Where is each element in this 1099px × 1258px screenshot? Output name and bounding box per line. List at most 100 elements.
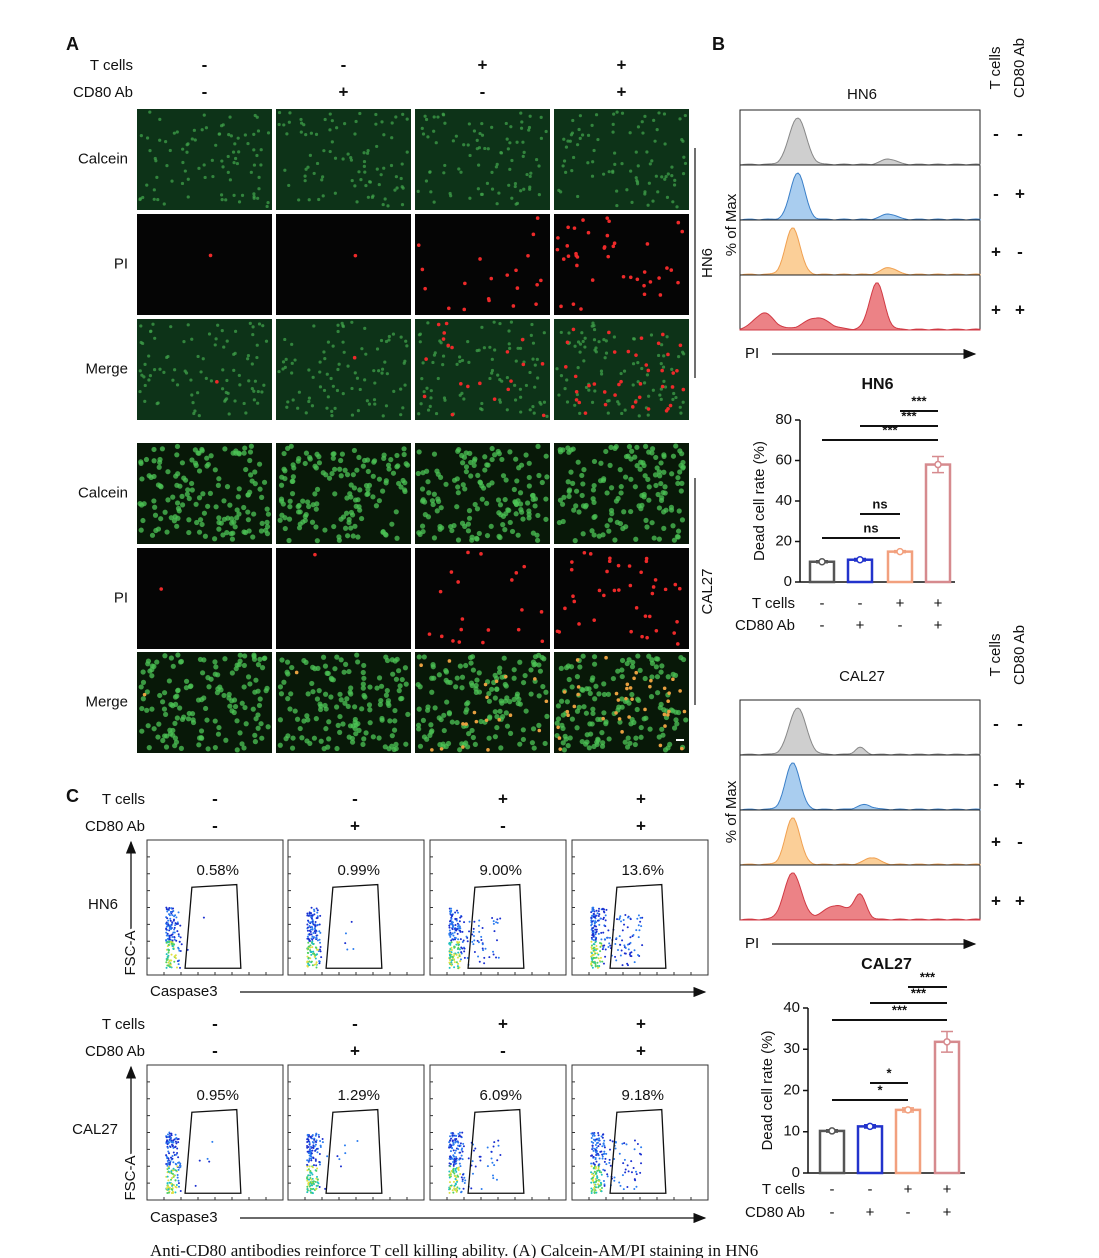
cell-dot — [324, 670, 330, 676]
event-dot — [452, 1149, 455, 1152]
cell-dot — [304, 713, 310, 719]
cell-dot — [494, 724, 500, 731]
event-dot — [490, 1150, 493, 1153]
cell-dot — [325, 406, 329, 410]
cell-dot — [636, 164, 640, 168]
cell-dot — [247, 681, 253, 687]
event-dot — [174, 1179, 177, 1182]
cell-dot — [496, 510, 502, 516]
cell-dot — [613, 444, 619, 450]
cell-dot — [422, 390, 426, 394]
cell-dot — [183, 169, 187, 173]
cell-dot — [660, 343, 664, 347]
condition-sign: + — [478, 55, 488, 74]
event-dot — [459, 1144, 462, 1147]
condition-sign: + — [1015, 774, 1025, 793]
event-dot — [308, 1143, 311, 1146]
cell-dot — [310, 502, 316, 508]
event-dot — [316, 923, 319, 926]
cell-dot — [375, 347, 380, 351]
event-dot — [600, 1173, 603, 1176]
cell-dot — [644, 524, 650, 530]
cell-dot — [474, 677, 480, 683]
event-dot — [175, 966, 178, 969]
cell-dot — [370, 494, 376, 500]
cell-dot — [637, 466, 643, 472]
cell-dot — [341, 669, 347, 675]
condition-sign: - — [352, 1014, 358, 1033]
cell-dot — [175, 383, 180, 387]
event-dot — [454, 1139, 457, 1142]
event-dot — [486, 1146, 489, 1149]
cell-dot — [329, 376, 333, 381]
dead-cell-dot — [159, 587, 163, 591]
cell-dot — [566, 493, 572, 499]
event-dot — [306, 964, 309, 967]
event-dot — [490, 1157, 493, 1160]
dead-cell-dot — [486, 748, 490, 752]
event-dot — [314, 957, 317, 960]
cell-dot — [394, 175, 398, 179]
event-dot — [308, 1165, 311, 1168]
cell-dot — [589, 528, 595, 534]
event-dot — [178, 1185, 181, 1188]
event-dot — [312, 943, 315, 946]
cell-dot — [504, 723, 511, 729]
event-dot — [635, 1173, 638, 1176]
event-dot — [170, 1188, 173, 1191]
event-dot — [613, 1179, 616, 1182]
event-dot — [595, 1138, 598, 1141]
cell-dot — [416, 449, 422, 455]
dead-cell-dot — [570, 560, 574, 564]
cell-dot — [532, 503, 538, 509]
cell-dot — [205, 461, 211, 468]
cell-dot — [396, 668, 402, 674]
event-dot — [307, 1150, 310, 1153]
dead-cell-dot — [571, 594, 575, 599]
dead-cell-dot — [424, 357, 428, 361]
event-dot — [590, 1181, 593, 1184]
cell-dot — [151, 458, 157, 464]
cell-dot — [389, 521, 395, 527]
event-dot — [468, 920, 471, 923]
event-dot — [641, 944, 644, 947]
cell-dot — [360, 669, 366, 676]
cell-dot — [222, 446, 228, 452]
cell-dot — [674, 395, 678, 400]
micrograph — [554, 652, 689, 753]
cell-dot — [476, 670, 482, 676]
cell-dot — [607, 399, 611, 403]
cell-dot — [653, 664, 659, 670]
cell-dot — [309, 131, 313, 135]
cell-dot — [431, 491, 437, 497]
cell-dot — [632, 741, 638, 748]
cell-dot — [393, 509, 399, 515]
event-dot — [168, 948, 171, 951]
cell-dot — [664, 174, 668, 179]
cell-dot — [673, 717, 679, 723]
cell-dot — [368, 180, 372, 184]
cell-dot — [670, 165, 674, 169]
event-dot — [461, 1131, 464, 1134]
condition-sign: + — [943, 1181, 952, 1198]
dead-cell-dot — [423, 286, 427, 291]
event-dot — [640, 1146, 643, 1149]
event-dot — [602, 962, 605, 965]
condition-sign: - — [500, 1041, 506, 1060]
condition-sign: + — [1015, 184, 1025, 203]
cell-dot — [480, 325, 484, 329]
cell-dot — [642, 675, 648, 682]
cell-dot — [630, 659, 636, 666]
event-dot — [177, 947, 180, 950]
cell-dot — [379, 338, 384, 343]
event-dot — [454, 936, 457, 939]
cell-dot — [162, 653, 168, 659]
cell-dot — [459, 674, 466, 680]
event-dot — [593, 948, 596, 951]
cell-dot — [174, 523, 180, 529]
dead-cell-dot — [533, 677, 537, 681]
dead-cell-dot — [514, 268, 518, 273]
cell-dot — [432, 129, 436, 133]
cell-dot — [352, 716, 358, 723]
cell-dot — [615, 668, 621, 674]
